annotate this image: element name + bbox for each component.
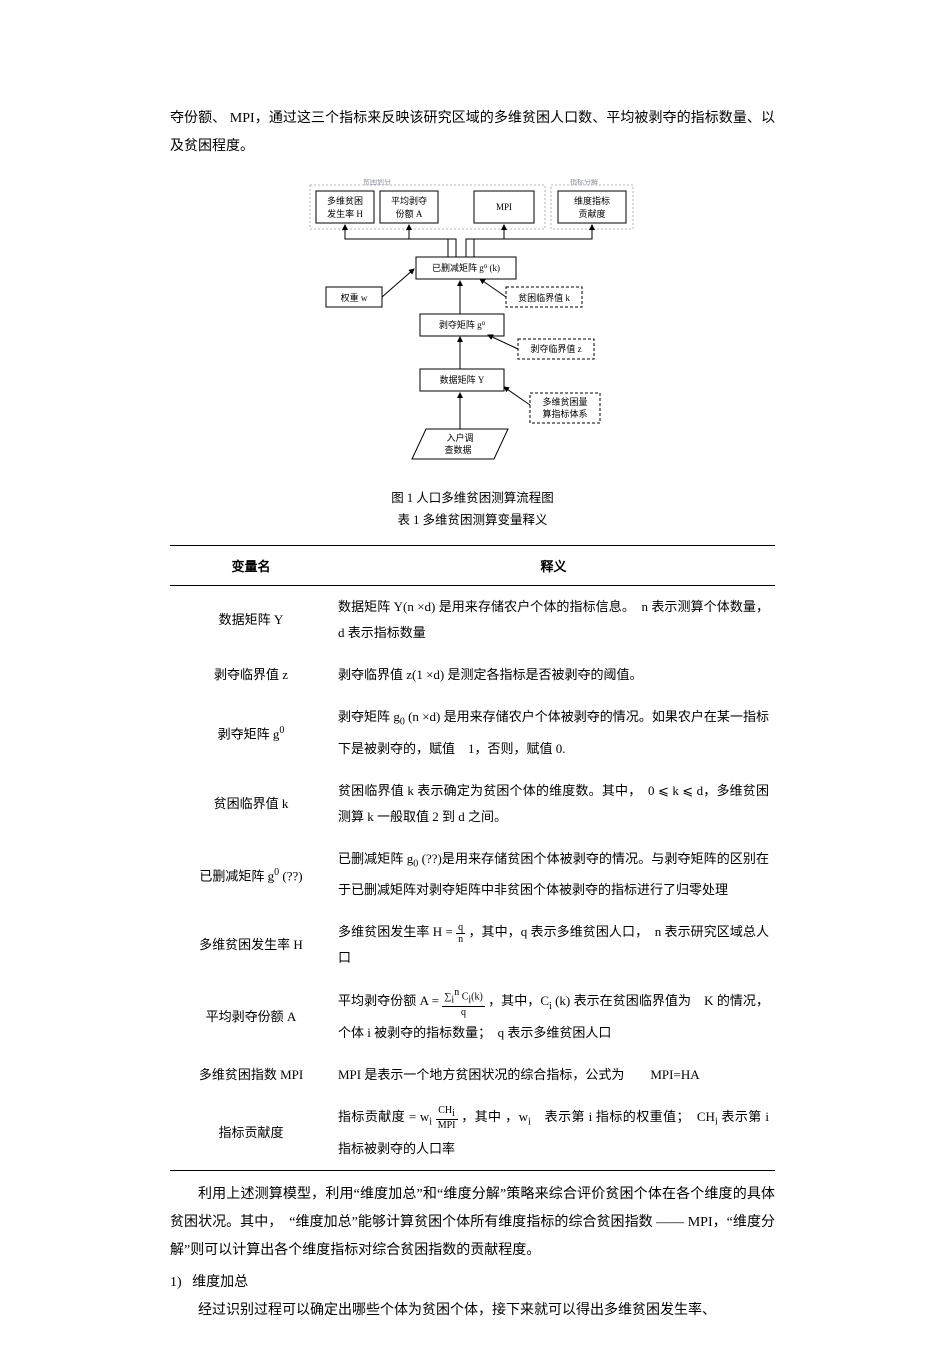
cell-definition: 多维贫困发生率 H = qn ，其中，q 表示多维贫困人口， n 表示研究区域总… — [332, 911, 775, 979]
table-row: 数据矩阵 Y数据矩阵 Y(n ×d) 是用来存储农户个体的指标信息。 n 表示测… — [170, 586, 775, 655]
page: 夺份额、 MPI，通过这三个指标来反映该研究区域的多维贫困人口数、平均被剥夺的指… — [0, 0, 945, 1365]
table-row: 多维贫困发生率 H多维贫困发生率 H = qn ，其中，q 表示多维贫困人口， … — [170, 911, 775, 979]
svg-text:多维贫困: 多维贫困 — [326, 195, 362, 206]
cell-variable: 剥夺临界值 z — [170, 654, 332, 696]
outro-p2: 经过识别过程可以确定出哪些个体为贫困个体，接下来就可以得出多维贫困发生率、 — [170, 1297, 775, 1325]
cell-definition: MPI 是表示一个地方贫困状况的综合指标，公式为 MPI=HA — [332, 1054, 775, 1096]
cell-variable: 多维贫困指数 MPI — [170, 1054, 332, 1096]
cell-variable: 剥夺矩阵 g0 — [170, 696, 332, 770]
table-row: 平均剥夺份额 A平均剥夺份额 A = ∑in Ci(k)q ，其中，Ci (k)… — [170, 979, 775, 1054]
svg-text:MPI: MPI — [495, 202, 511, 212]
figure-caption: 图 1 人口多维贫困测算流程图 — [170, 487, 775, 509]
cell-definition: 已删减矩阵 g0 (??)是用来存储贫困个体被剥夺的情况。与剥夺矩阵的区别在于已… — [332, 838, 775, 912]
th-definition: 释义 — [332, 546, 775, 586]
table-caption: 表 1 多维贫困测算变量释义 — [170, 509, 775, 531]
list-title: 维度加总 — [192, 1275, 248, 1290]
flowchart: 贫困划分 指标分解 多维贫困 发生率 H 平均剥夺 份额 A MPI 维度指标 … — [308, 179, 638, 479]
svg-text:剥夺临界值 z: 剥夺临界值 z — [530, 343, 581, 354]
cell-variable: 平均剥夺份额 A — [170, 979, 332, 1054]
cell-variable: 贫困临界值 k — [170, 770, 332, 838]
th-variable: 变量名 — [170, 546, 332, 586]
svg-text:数据矩阵 Y: 数据矩阵 Y — [439, 374, 484, 385]
outro: 利用上述测算模型，利用“维度加总”和“维度分解”策略来综合评价贫困个体在各个维度… — [170, 1181, 775, 1325]
svg-text:贫困临界值 k: 贫困临界值 k — [518, 292, 570, 303]
top-label-right: 指标分解 — [570, 179, 598, 186]
svg-text:查数据: 查数据 — [444, 444, 471, 455]
table-row: 指标贡献度指标贡献度 = wi CHiMPI ，其中 ，wi 表示第 i 指标的… — [170, 1096, 775, 1170]
cell-definition: 数据矩阵 Y(n ×d) 是用来存储农户个体的指标信息。 n 表示测算个体数量，… — [332, 586, 775, 655]
list-item-1: 1) 维度加总 — [170, 1269, 775, 1297]
svg-text:发生率 H: 发生率 H — [327, 208, 363, 219]
svg-text:贡献度: 贡献度 — [578, 208, 605, 219]
cell-variable: 已删减矩阵 g0 (??) — [170, 838, 332, 912]
svg-text:剥夺矩阵 g⁰: 剥夺矩阵 g⁰ — [438, 319, 485, 330]
svg-text:已删减矩阵 g⁰ (k): 已删减矩阵 g⁰ (k) — [431, 262, 499, 273]
table-row: 剥夺矩阵 g0剥夺矩阵 g0 (n ×d) 是用来存储农户个体被剥夺的情况。如果… — [170, 696, 775, 770]
cell-variable: 数据矩阵 Y — [170, 586, 332, 655]
table-row: 剥夺临界值 z剥夺临界值 z(1 ×d) 是测定各指标是否被剥夺的阈值。 — [170, 654, 775, 696]
variable-definition-table: 变量名 释义 数据矩阵 Y数据矩阵 Y(n ×d) 是用来存储农户个体的指标信息… — [170, 545, 775, 1171]
svg-text:多维贫困量: 多维贫困量 — [542, 396, 587, 407]
cell-definition: 平均剥夺份额 A = ∑in Ci(k)q ，其中，Ci (k) 表示在贫困临界… — [332, 979, 775, 1054]
table-row: 贫困临界值 k贫困临界值 k 表示确定为贫困个体的维度数。其中， 0 ⩽ k ⩽… — [170, 770, 775, 838]
cell-variable: 指标贡献度 — [170, 1096, 332, 1170]
svg-text:维度指标: 维度指标 — [573, 195, 609, 206]
table-row: 多维贫困指数 MPIMPI 是表示一个地方贫困状况的综合指标，公式为 MPI=H… — [170, 1054, 775, 1096]
svg-text:平均剥夺: 平均剥夺 — [390, 195, 426, 206]
svg-text:入户调: 入户调 — [446, 432, 473, 443]
table-row: 已删减矩阵 g0 (??)已删减矩阵 g0 (??)是用来存储贫困个体被剥夺的情… — [170, 838, 775, 912]
cell-definition: 剥夺矩阵 g0 (n ×d) 是用来存储农户个体被剥夺的情况。如果农户在某一指标… — [332, 696, 775, 770]
intro-paragraph: 夺份额、 MPI，通过这三个指标来反映该研究区域的多维贫困人口数、平均被剥夺的指… — [170, 105, 775, 161]
outro-p1: 利用上述测算模型，利用“维度加总”和“维度分解”策略来综合评价贫困个体在各个维度… — [170, 1181, 775, 1265]
cell-definition: 指标贡献度 = wi CHiMPI ，其中 ，wi 表示第 i 指标的权重值； … — [332, 1096, 775, 1170]
cell-definition: 剥夺临界值 z(1 ×d) 是测定各指标是否被剥夺的阈值。 — [332, 654, 775, 696]
cell-variable: 多维贫困发生率 H — [170, 911, 332, 979]
list-marker: 1) — [170, 1275, 182, 1290]
top-label-left: 贫困划分 — [363, 179, 391, 186]
svg-text:权重 w: 权重 w — [340, 292, 367, 303]
svg-text:算指标体系: 算指标体系 — [542, 408, 587, 419]
cell-definition: 贫困临界值 k 表示确定为贫困个体的维度数。其中， 0 ⩽ k ⩽ d，多维贫困… — [332, 770, 775, 838]
svg-text:份额 A: 份额 A — [395, 208, 422, 219]
